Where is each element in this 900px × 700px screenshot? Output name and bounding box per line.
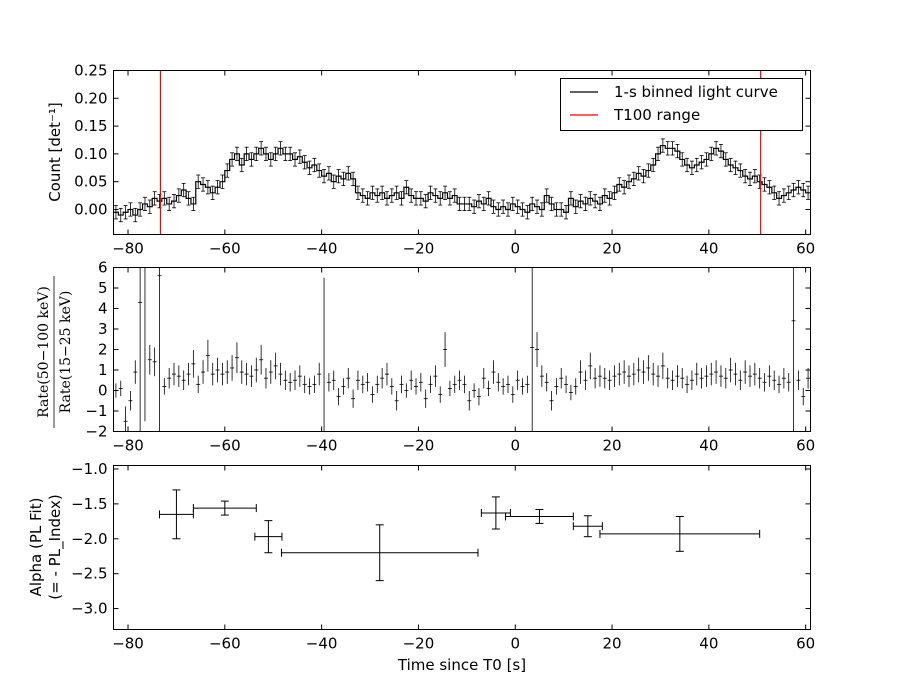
x-tick-label: −20 xyxy=(403,240,435,258)
alpha-ticks: −80 −60 −40 −20 0 20 40 60 −3.0 −2.5 −2.0 −1.5 −1.0 xyxy=(71,460,815,653)
y-tick-label: 3 xyxy=(98,320,108,338)
alpha-ylabel-line2: (= - PL_Index) xyxy=(46,494,65,599)
x-tick-label: −60 xyxy=(209,437,241,455)
y-tick-label: 0 xyxy=(98,382,108,400)
x-tick-label: 60 xyxy=(796,635,815,653)
y-tick-label: −3.0 xyxy=(71,600,107,618)
light-curve-step-line xyxy=(113,144,811,216)
x-tick-label: 60 xyxy=(796,240,815,258)
x-tick-label: −40 xyxy=(306,635,338,653)
legend-label-t100: T100 range xyxy=(613,106,700,124)
y-tick-label: 5 xyxy=(98,279,108,297)
y-tick-label: 0.10 xyxy=(74,145,107,163)
y-tick-label: 0.15 xyxy=(74,117,107,135)
y-tick-label: 0.25 xyxy=(74,62,107,80)
x-tick-label: 20 xyxy=(603,437,622,455)
x-tick-label: 60 xyxy=(796,437,815,455)
hardness-ratio-plot-area xyxy=(113,267,811,432)
y-tick-label: 0.05 xyxy=(74,173,107,191)
y-tick-label: 4 xyxy=(98,300,108,318)
y-tick-label: −2.5 xyxy=(71,565,107,583)
y-tick-label: −1.5 xyxy=(71,495,107,513)
x-tick-label: −20 xyxy=(403,437,435,455)
hardness-ratio-ylabel-denominator: Rate(15−25 keV) xyxy=(58,291,74,414)
x-tick-label: 0 xyxy=(510,635,520,653)
y-tick-label: −2.0 xyxy=(71,530,107,548)
x-tick-label: 40 xyxy=(699,635,718,653)
y-tick-label: 1 xyxy=(98,361,108,379)
x-tick-label: 0 xyxy=(510,240,520,258)
y-tick-label: 0.00 xyxy=(74,200,107,218)
hardness-ratio-ylabel: Rate(50−100 keV) Rate(15−25 keV) xyxy=(36,276,74,428)
x-tick-label: −20 xyxy=(403,635,435,653)
y-tick-label: 6 xyxy=(98,259,108,277)
legend: 1-s binned light curve T100 range xyxy=(560,78,803,131)
x-tick-label: −60 xyxy=(209,240,241,258)
legend-label-light-curve: 1-s binned light curve xyxy=(614,83,778,101)
y-tick-label: −1 xyxy=(85,402,107,420)
light-curve-axes-frame xyxy=(113,70,811,235)
x-tick-label: 20 xyxy=(603,635,622,653)
x-tick-label: 40 xyxy=(699,240,718,258)
x-axis-label: Time since T0 [s] xyxy=(397,656,526,674)
panel-light-curve: −80 −60 −40 −20 0 20 40 60 0.00 0.05 0.10 0.15 0.20 0… xyxy=(46,62,815,258)
x-tick-label: 0 xyxy=(510,437,520,455)
alpha-plot-area xyxy=(158,489,761,582)
alpha-ylabel-line1: Alpha (PL Fit) xyxy=(27,498,45,597)
light-curve-ylabel: Count [det⁻¹] xyxy=(46,102,64,202)
hardness-ratio-ylabel-numerator: Rate(50−100 keV) xyxy=(36,286,52,418)
y-tick-label: 0.20 xyxy=(74,89,107,107)
panel-alpha: −80 −60 −40 −20 0 20 40 60−3.0−2.5−2.0−1.5−1.0 … xyxy=(27,460,815,674)
x-tick-label: −40 xyxy=(306,437,338,455)
x-tick-label: −60 xyxy=(209,635,241,653)
light-curve-plot-area xyxy=(113,70,811,235)
x-tick-label: −80 xyxy=(112,437,144,455)
panel-hardness-ratio: −80 −60 −40 −20 0 20 40 60 −2 −1 0 1 2 3 4 5 6 Rate(50−1… xyxy=(36,259,815,455)
alpha-axes-frame xyxy=(113,465,811,630)
x-tick-label: −80 xyxy=(112,635,144,653)
y-tick-label: 2 xyxy=(98,341,108,359)
legend-box xyxy=(560,78,803,131)
x-tick-label: 20 xyxy=(603,240,622,258)
x-tick-label: −40 xyxy=(306,240,338,258)
y-tick-label: −2 xyxy=(85,423,107,441)
x-tick-label: 40 xyxy=(699,437,718,455)
light-curve-ticks: −80 −60 −40 −20 0 20 40 60 0.00 0.05 0.10 0.15 0.20 0… xyxy=(74,62,815,258)
y-tick-label: −1.0 xyxy=(71,460,107,478)
hardness-ratio-axes-frame xyxy=(113,267,811,432)
x-tick-label: −80 xyxy=(112,240,144,258)
hardness-ratio-ticks: −80 −60 −40 −20 0 20 40 60 −2 −1 0 1 2 3 4 5 6 xyxy=(85,259,815,455)
